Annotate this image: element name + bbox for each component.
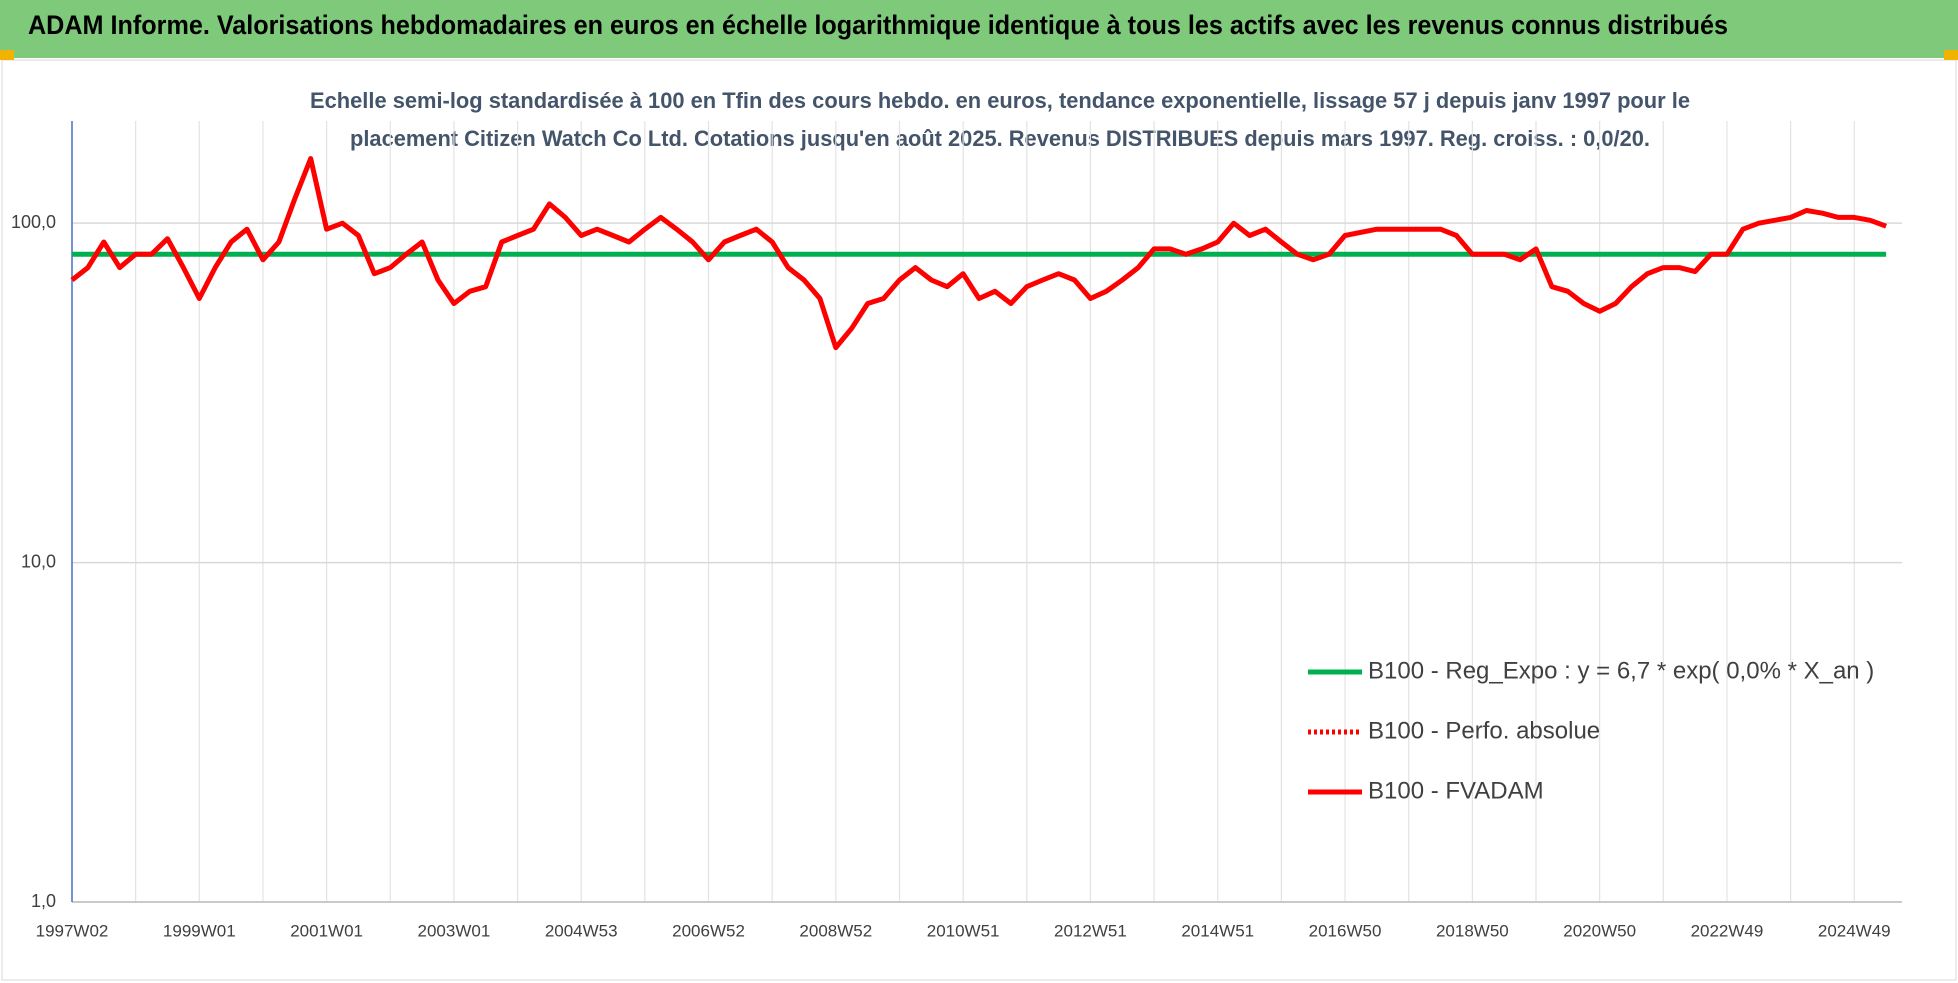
x-tick-label: 1997W02 — [36, 921, 109, 940]
legend-label: B100 - Reg_Expo : y = 6,7 * exp( 0,0% * … — [1368, 657, 1874, 684]
x-tick-label: 2004W53 — [545, 921, 618, 940]
x-tick-label: 2020W50 — [1563, 921, 1636, 940]
y-tick-label: 1,0 — [31, 891, 56, 911]
plot: 1,0 10,0 100,0 1997W02 1999W01 2001W01 2003W01… — [11, 121, 1902, 940]
legend-label: B100 - Perfo. absolue — [1368, 717, 1600, 744]
x-tick-label: 2008W52 — [799, 921, 872, 940]
header-title: ADAM Informe. Valorisations hebdomadaire… — [28, 10, 1728, 40]
y-tick-label: 100,0 — [11, 212, 56, 232]
y-tick-label: 10,0 — [21, 551, 56, 571]
x-tick-label: 2018W50 — [1436, 921, 1509, 940]
series-line — [70, 156, 1887, 351]
x-tick-label: 2001W01 — [290, 921, 363, 940]
x-tick-label: 2003W01 — [418, 921, 491, 940]
x-tick-label: 2016W50 — [1309, 921, 1382, 940]
corner — [0, 50, 14, 60]
chart-title: Echelle semi-log standardisée à 100 en T… — [310, 88, 1690, 113]
x-tick-label: 2010W51 — [927, 921, 1000, 940]
frame — [1, 59, 1957, 981]
chart-title: placement Citizen Watch Co Ltd. Cotation… — [350, 126, 1650, 151]
x-tick-label: 2006W52 — [672, 921, 745, 940]
corner — [1944, 50, 1958, 60]
x-tick-label: 2014W51 — [1181, 921, 1254, 940]
x-tick-label: 2012W51 — [1054, 921, 1127, 940]
x-tick-label: 2024W49 — [1818, 921, 1891, 940]
x-tick-label: 2022W49 — [1691, 921, 1764, 940]
x-tick-label: 1999W01 — [163, 921, 236, 940]
header-bar — [0, 0, 1958, 58]
legend-label: B100 - FVADAM — [1368, 777, 1544, 804]
